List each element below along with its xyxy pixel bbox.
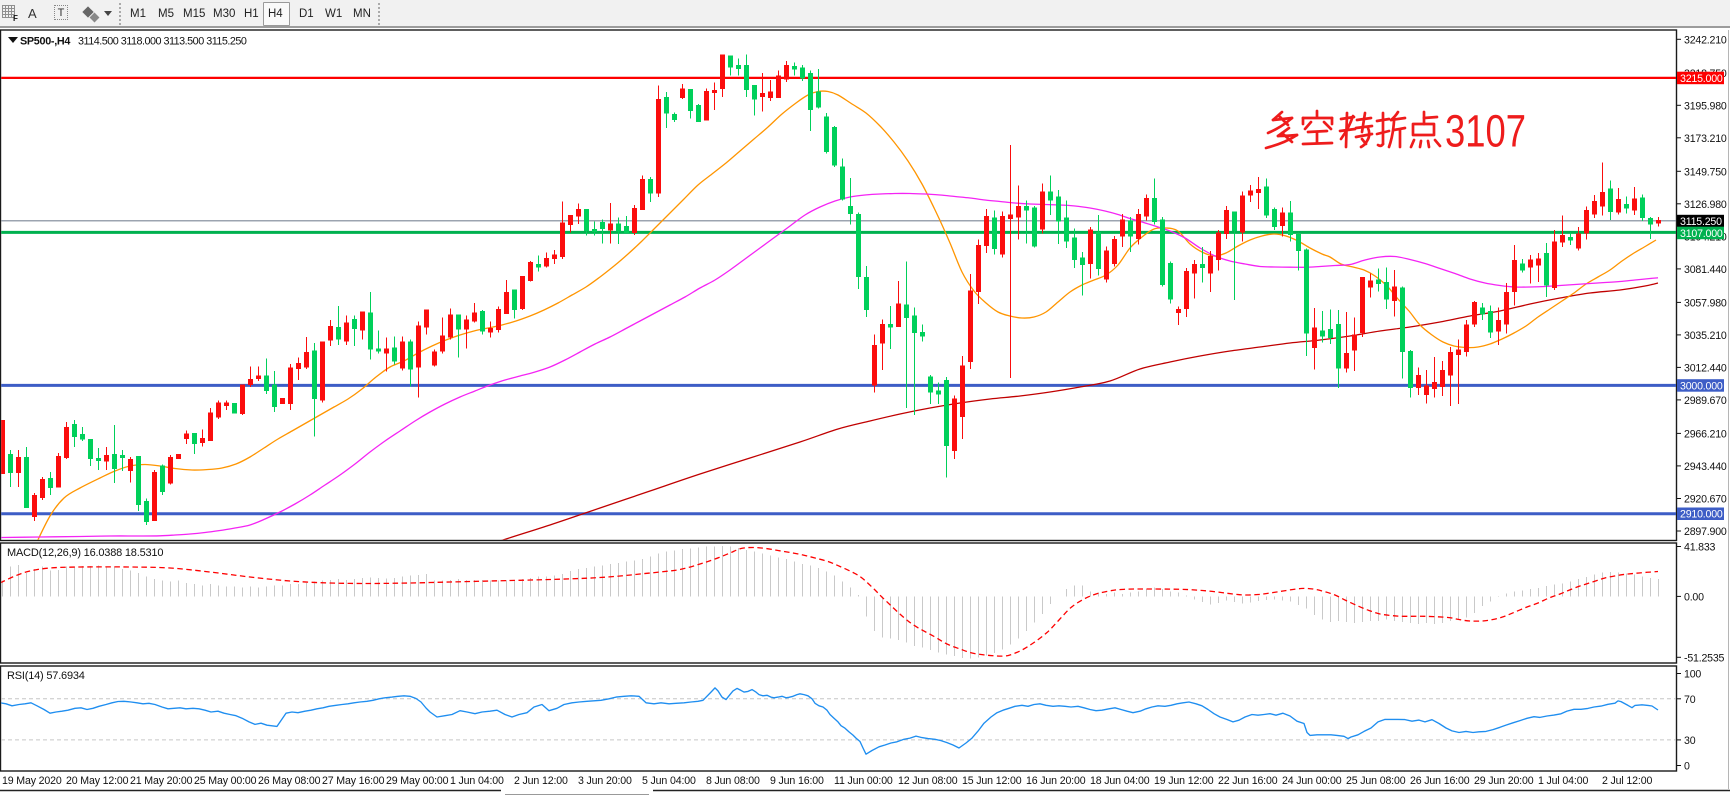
svg-text:3126.980: 3126.980 <box>1684 199 1727 211</box>
svg-text:20 May 12:00: 20 May 12:00 <box>66 775 129 787</box>
svg-text:1 Jul 04:00: 1 Jul 04:00 <box>1538 775 1588 787</box>
svg-text:2943.440: 2943.440 <box>1684 461 1727 473</box>
svg-text:MACD(12,26,9) 16.0388 18.5310: MACD(12,26,9) 16.0388 18.5310 <box>7 547 163 559</box>
svg-text:3215.000: 3215.000 <box>1680 73 1723 85</box>
svg-text:100: 100 <box>1684 669 1701 681</box>
svg-text:22 Jun 16:00: 22 Jun 16:00 <box>1218 775 1278 787</box>
svg-text:2989.670: 2989.670 <box>1684 395 1727 407</box>
svg-text:2910.000: 2910.000 <box>1680 509 1723 521</box>
svg-text:70: 70 <box>1684 694 1696 706</box>
svg-text:3242.210: 3242.210 <box>1684 34 1727 46</box>
svg-text:1 Jun 04:00: 1 Jun 04:00 <box>450 775 504 787</box>
svg-text:2920.670: 2920.670 <box>1684 494 1727 506</box>
svg-text:0: 0 <box>1684 761 1690 773</box>
svg-text:21 May 20:00: 21 May 20:00 <box>130 775 193 787</box>
svg-text:5 Jun 04:00: 5 Jun 04:00 <box>642 775 696 787</box>
svg-text:3115.250: 3115.250 <box>1680 216 1722 228</box>
svg-text:11 Jun 00:00: 11 Jun 00:00 <box>834 775 893 787</box>
svg-text:29 May 00:00: 29 May 00:00 <box>386 775 449 787</box>
svg-text:2 Jun 12:00: 2 Jun 12:00 <box>514 775 568 787</box>
svg-text:SP500-,H4: SP500-,H4 <box>20 36 70 48</box>
svg-text:3173.210: 3173.210 <box>1684 133 1727 145</box>
svg-text:26 May 08:00: 26 May 08:00 <box>258 775 321 787</box>
svg-text:3035.210: 3035.210 <box>1684 330 1727 342</box>
svg-text:3000.000: 3000.000 <box>1680 380 1723 392</box>
svg-text:27 May 16:00: 27 May 16:00 <box>322 775 385 787</box>
svg-text:26 Jun 16:00: 26 Jun 16:00 <box>1410 775 1470 787</box>
svg-text:25 Jun 08:00: 25 Jun 08:00 <box>1346 775 1406 787</box>
svg-text:15 Jun 12:00: 15 Jun 12:00 <box>962 775 1022 787</box>
svg-text:19 Jun 12:00: 19 Jun 12:00 <box>1154 775 1214 787</box>
svg-text:3057.980: 3057.980 <box>1684 297 1727 309</box>
svg-text:RSI(14) 57.6934: RSI(14) 57.6934 <box>7 670 85 682</box>
svg-text:41.833: 41.833 <box>1684 542 1716 554</box>
svg-text:8 Jun 08:00: 8 Jun 08:00 <box>706 775 760 787</box>
svg-text:2966.210: 2966.210 <box>1684 428 1727 440</box>
svg-text:3195.980: 3195.980 <box>1684 100 1727 112</box>
svg-text:2897.900: 2897.900 <box>1684 526 1727 538</box>
svg-text:3107.000: 3107.000 <box>1680 228 1723 240</box>
svg-text:12 Jun 08:00: 12 Jun 08:00 <box>898 775 958 787</box>
svg-text:3012.440: 3012.440 <box>1684 362 1727 374</box>
svg-text:16 Jun 20:00: 16 Jun 20:00 <box>1026 775 1086 787</box>
svg-text:9 Jun 16:00: 9 Jun 16:00 <box>770 775 824 787</box>
svg-text:0.00: 0.00 <box>1684 591 1704 603</box>
svg-text:3107: 3107 <box>1445 106 1526 157</box>
svg-text:19 May 2020: 19 May 2020 <box>2 775 62 787</box>
svg-text:25 May 00:00: 25 May 00:00 <box>194 775 257 787</box>
svg-text:-51.2535: -51.2535 <box>1684 652 1725 664</box>
svg-text:18 Jun 04:00: 18 Jun 04:00 <box>1090 775 1150 787</box>
svg-text:30: 30 <box>1684 735 1696 747</box>
svg-text:3149.750: 3149.750 <box>1684 166 1727 178</box>
svg-text:3114.500 3118.000 3113.500 311: 3114.500 3118.000 3113.500 3115.250 <box>78 36 247 48</box>
svg-text:24 Jun 00:00: 24 Jun 00:00 <box>1282 775 1342 787</box>
svg-text:3 Jun 20:00: 3 Jun 20:00 <box>578 775 632 787</box>
svg-text:2 Jul 12:00: 2 Jul 12:00 <box>1602 775 1652 787</box>
svg-text:3081.440: 3081.440 <box>1684 264 1727 276</box>
svg-text:29 Jun 20:00: 29 Jun 20:00 <box>1474 775 1534 787</box>
